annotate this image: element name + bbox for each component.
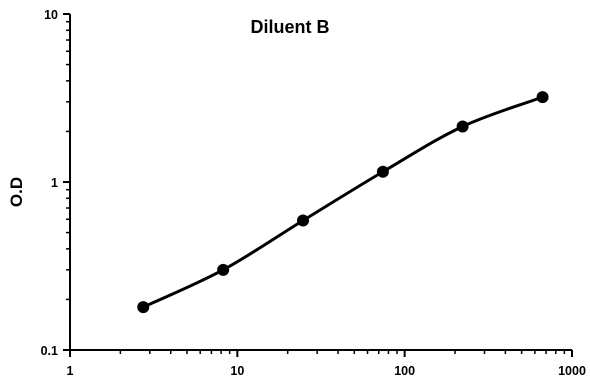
data-point — [217, 263, 230, 276]
x-tick-label: 10 — [230, 364, 244, 378]
data-point — [456, 120, 469, 133]
data-point — [536, 91, 549, 104]
data-point — [297, 214, 310, 227]
y-axis-title: O.D — [7, 177, 26, 207]
axes — [63, 13, 573, 357]
x-tick-label: 1 — [67, 364, 74, 378]
y-tick-label: 1 — [51, 176, 58, 190]
tick-labels: 1 10 100 1000 0.1 1 10 — [41, 8, 586, 378]
series-markers — [137, 91, 549, 314]
x-tick-label: 100 — [394, 364, 415, 378]
series-line — [142, 95, 544, 309]
x-tick-label: 1000 — [558, 364, 586, 378]
data-point — [376, 165, 389, 178]
y-tick-label: 10 — [44, 8, 58, 22]
chart-title: Diluent B — [251, 17, 330, 37]
y-tick-label: 0.1 — [41, 344, 58, 358]
data-point — [137, 301, 150, 314]
